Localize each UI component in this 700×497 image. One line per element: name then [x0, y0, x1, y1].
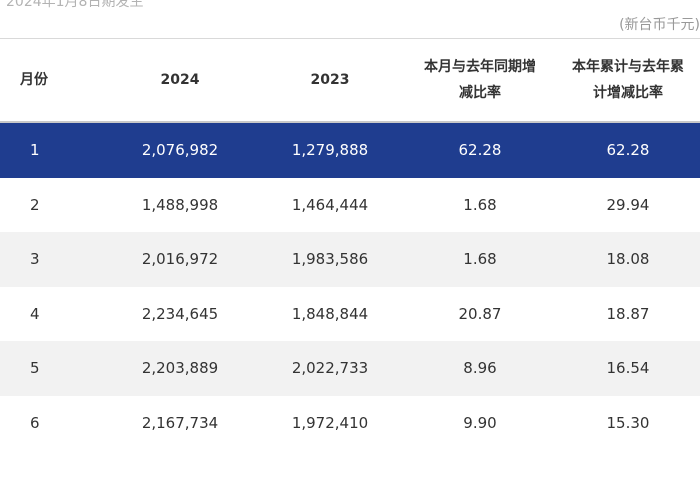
cell-month: 4	[30, 304, 40, 323]
table-row[interactable]: 3 2,016,972 1,983,586 1.68 18.08	[0, 232, 700, 287]
cell-cumulative-change: 15.30	[606, 413, 650, 432]
header-cumulative-change: 本年累计与去年累 计增减比率	[558, 39, 698, 121]
cell-monthly-change: 62.28	[458, 141, 502, 160]
header-2023: 2023	[310, 72, 350, 88]
cell-month: 5	[30, 359, 40, 378]
header-month: 月份	[20, 72, 48, 88]
table-row[interactable]: 4 2,234,645 1,848,844 20.87 18.87	[0, 287, 700, 342]
currency-unit-note: (新台币千元)	[619, 17, 700, 33]
cell-value-2023: 1,983,586	[291, 250, 369, 269]
cell-value-2023: 1,279,888	[291, 141, 369, 160]
cell-value-2024: 2,234,645	[141, 304, 219, 323]
report-date-note: 2024年1月8日期发生	[6, 0, 144, 10]
table-row[interactable]: 5 2,203,889 2,022,733 8.96 16.54	[0, 341, 700, 396]
cell-month: 2	[30, 195, 40, 214]
monthly-revenue-table: 月份 2024 2023 本月与去年同期增 减比率 本年累计与去年累 计增减比率 1…	[0, 38, 700, 450]
cell-value-2024: 2,016,972	[141, 250, 219, 269]
cell-monthly-change: 8.96	[463, 359, 497, 378]
header-monthly-change: 本月与去年同期增 减比率	[410, 39, 550, 121]
cell-value-2023: 1,464,444	[291, 195, 369, 214]
cell-cumulative-change: 29.94	[606, 195, 650, 214]
cell-value-2024: 2,203,889	[141, 359, 219, 378]
cell-cumulative-change: 62.28	[606, 141, 650, 160]
cell-month: 3	[30, 250, 40, 269]
cell-cumulative-change: 18.87	[606, 304, 650, 323]
cell-month: 6	[30, 413, 40, 432]
cell-monthly-change: 1.68	[463, 250, 497, 269]
table-row[interactable]: 6 2,167,734 1,972,410 9.90 15.30	[0, 396, 700, 451]
cell-value-2024: 2,167,734	[141, 413, 219, 432]
cell-monthly-change: 9.90	[463, 413, 497, 432]
table-row[interactable]: 1 2,076,982 1,279,888 62.28 62.28	[0, 123, 700, 178]
table-row[interactable]: 2 1,488,998 1,464,444 1.68 29.94	[0, 178, 700, 233]
header-cumulative-change-label: 本年累计与去年累 计增减比率	[572, 59, 684, 101]
cell-value-2023: 1,848,844	[291, 304, 369, 323]
cell-value-2024: 1,488,998	[141, 195, 219, 214]
cell-cumulative-change: 16.54	[606, 359, 650, 378]
cell-monthly-change: 1.68	[463, 195, 497, 214]
cell-value-2023: 2,022,733	[291, 359, 369, 378]
cell-cumulative-change: 18.08	[606, 250, 650, 269]
table-body: 1 2,076,982 1,279,888 62.28 62.28 2 1,488,998 1…	[0, 123, 700, 450]
cell-monthly-change: 20.87	[458, 304, 502, 323]
cell-value-2023: 1,972,410	[291, 413, 369, 432]
header-2024: 2024	[160, 72, 200, 88]
header-monthly-change-label: 本月与去年同期增 减比率	[424, 59, 536, 101]
cell-month: 1	[30, 141, 40, 160]
cell-value-2024: 2,076,982	[141, 141, 219, 160]
table-header: 月份 2024 2023 本月与去年同期增 减比率 本年累计与去年累 计增减比率	[0, 38, 700, 123]
